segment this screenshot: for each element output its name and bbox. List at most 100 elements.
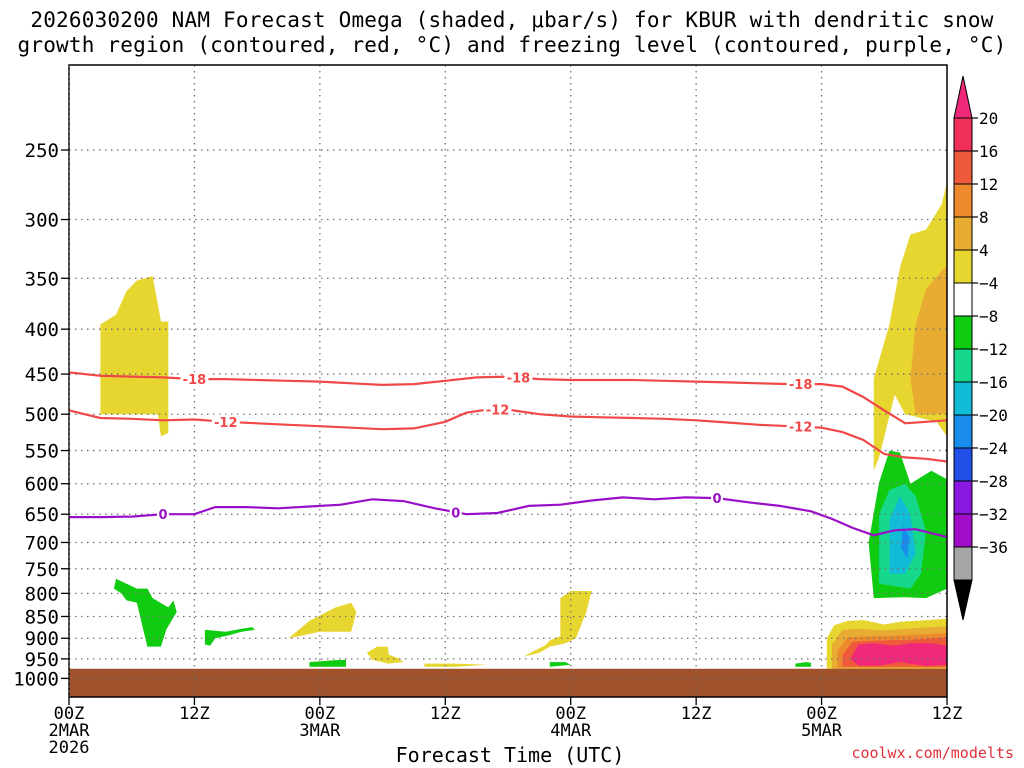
omega-colorbar: 20 16 12 8 4 −4 −8 −12 −16 −20 −24 −28 −32 −36: [953, 75, 1008, 621]
colorbar-label-0: 20: [979, 109, 998, 128]
x-tick-label-0-1: 2MAR: [49, 721, 91, 741]
colorbar-swatch-5: [953, 282, 973, 317]
colorbar-swatch-6: [953, 315, 973, 350]
colorbar-swatch-2: [953, 183, 973, 218]
omega-shade-20: [850, 643, 947, 666]
x-tick-label-60-0: 12Z: [681, 704, 712, 724]
colorbar-swatch-1: [953, 150, 973, 185]
y-tick-label-700: 700: [25, 532, 59, 554]
y-tick-label-900: 900: [25, 628, 59, 650]
colorbar-label-4: 4: [979, 241, 989, 260]
colorbar-swatch-13: [953, 546, 973, 581]
x-tick-label-36-0: 12Z: [430, 704, 461, 724]
colorbar-label-10: −24: [979, 439, 1008, 458]
plot-area: -18 -18 -18 -12 -12 -12 0 0 0: [69, 65, 947, 697]
colorbar-swatch-10: [953, 447, 973, 482]
colorbar-label-5: −4: [979, 274, 998, 293]
omega-shade-5: [309, 659, 346, 667]
contour-label-2-2: 0: [713, 492, 722, 507]
contour-label-2-0: 0: [159, 508, 168, 523]
contour-label-0-0: -18: [183, 373, 207, 388]
omega-shade-6: [424, 663, 488, 667]
contour-label-bg: [786, 419, 815, 434]
omega-shade-11: [910, 265, 947, 415]
omega-shade-3: [288, 602, 357, 639]
omega-shade-4: [366, 646, 404, 664]
omega-shade-0: [100, 276, 169, 437]
colorbar-swatch-12: [953, 513, 973, 548]
contour-label-bg: [157, 507, 170, 522]
y-tick-label-850: 850: [25, 606, 59, 628]
contour-line-2: [69, 496, 947, 539]
y-tick-label-450: 450: [25, 364, 59, 386]
colorbar-label-1: 16: [979, 142, 998, 161]
colorbar-swatch-8: [953, 381, 973, 416]
contour-label-1-1: -12: [486, 404, 510, 419]
contour-label-bg: [711, 491, 724, 506]
colorbar-bottom-arrow: [953, 579, 973, 621]
y-tick-label-400: 400: [25, 319, 59, 341]
contour-label-2-1: 0: [451, 506, 460, 521]
colorbar-label-3: 8: [979, 208, 989, 227]
gridlines: [69, 65, 947, 697]
omega-shade-15: [901, 525, 910, 559]
colorbar-label-6: −8: [979, 307, 998, 326]
contour-label-bg: [211, 414, 240, 429]
omega-shade-8: [549, 662, 571, 667]
colorbar-swatch-7: [953, 348, 973, 383]
colorbar-label-9: −20: [979, 406, 1008, 425]
y-tick-label-600: 600: [25, 474, 59, 496]
omega-shade-1: [113, 578, 177, 647]
x-tick-label-84-0: 12Z: [932, 704, 963, 724]
y-tick-label-750: 750: [25, 559, 59, 581]
contour-0: 0 0 0: [69, 491, 947, 539]
omega-shade-9: [795, 662, 812, 667]
contour--18: -18 -18 -18: [69, 370, 947, 425]
colorbar-label-2: 12: [979, 175, 998, 194]
colorbar-label-13: −36: [979, 538, 1008, 557]
colorbar-swatch-0: [953, 117, 973, 152]
y-tick-label-950: 950: [25, 649, 59, 671]
y-tick-label-500: 500: [25, 404, 59, 426]
y-tick-label-650: 650: [25, 504, 59, 526]
colorbar-swatch-3: [953, 216, 973, 251]
y-tick-label-550: 550: [25, 441, 59, 463]
x-tick-label-72-0: 00Z: [806, 704, 837, 724]
contour-label-bg: [786, 377, 815, 392]
x-tick-label-12-0: 12Z: [179, 704, 210, 724]
x-tick-label-48-0: 00Z: [555, 704, 586, 724]
x-axis-label: Forecast Time (UTC): [395, 743, 625, 767]
x-tick-label-0-2: 2026: [49, 738, 90, 758]
y-tick-label-250: 250: [25, 140, 59, 162]
contour-label-0-2: -18: [789, 378, 813, 393]
credit-link[interactable]: coolwx.com/modelts: [851, 744, 1014, 762]
omega-shade-7: [523, 591, 592, 657]
y-tick-label-350: 350: [25, 268, 59, 290]
y-tick-label-1000: 1000: [13, 668, 59, 690]
contour-label-bg: [504, 370, 533, 385]
colorbar-swatch-9: [953, 414, 973, 449]
y-tick-label-800: 800: [25, 583, 59, 605]
chart-title-line-2: growth region (contoured, red, °C) and f…: [17, 33, 1007, 57]
colorbar-label-12: −32: [979, 505, 1008, 524]
x-tick-label-72-1: 5MAR: [801, 721, 843, 741]
colorbar-swatch-4: [953, 249, 973, 284]
omega-shade-2: [204, 627, 256, 646]
contour-line-0: [69, 371, 947, 425]
contour-label-bg: [449, 505, 462, 520]
colorbar-label-11: −28: [979, 472, 1008, 491]
colorbar-top-arrow: [953, 75, 973, 119]
ground-below-surface: [69, 668, 947, 697]
x-tick-label-24-0: 00Z: [304, 704, 335, 724]
contour-label-1-2: -12: [789, 421, 813, 436]
colorbar-label-8: −16: [979, 373, 1008, 392]
colorbar-label-7: −12: [979, 340, 1008, 359]
x-tick-label-0-0: 00Z: [54, 704, 85, 724]
y-tick-label-300: 300: [25, 210, 59, 232]
x-tick-label-24-1: 3MAR: [299, 721, 341, 741]
contour-label-bg: [180, 372, 209, 387]
colorbar-swatch-11: [953, 480, 973, 515]
contour-label-bg: [483, 402, 512, 417]
x-tick-label-48-1: 4MAR: [550, 721, 592, 741]
